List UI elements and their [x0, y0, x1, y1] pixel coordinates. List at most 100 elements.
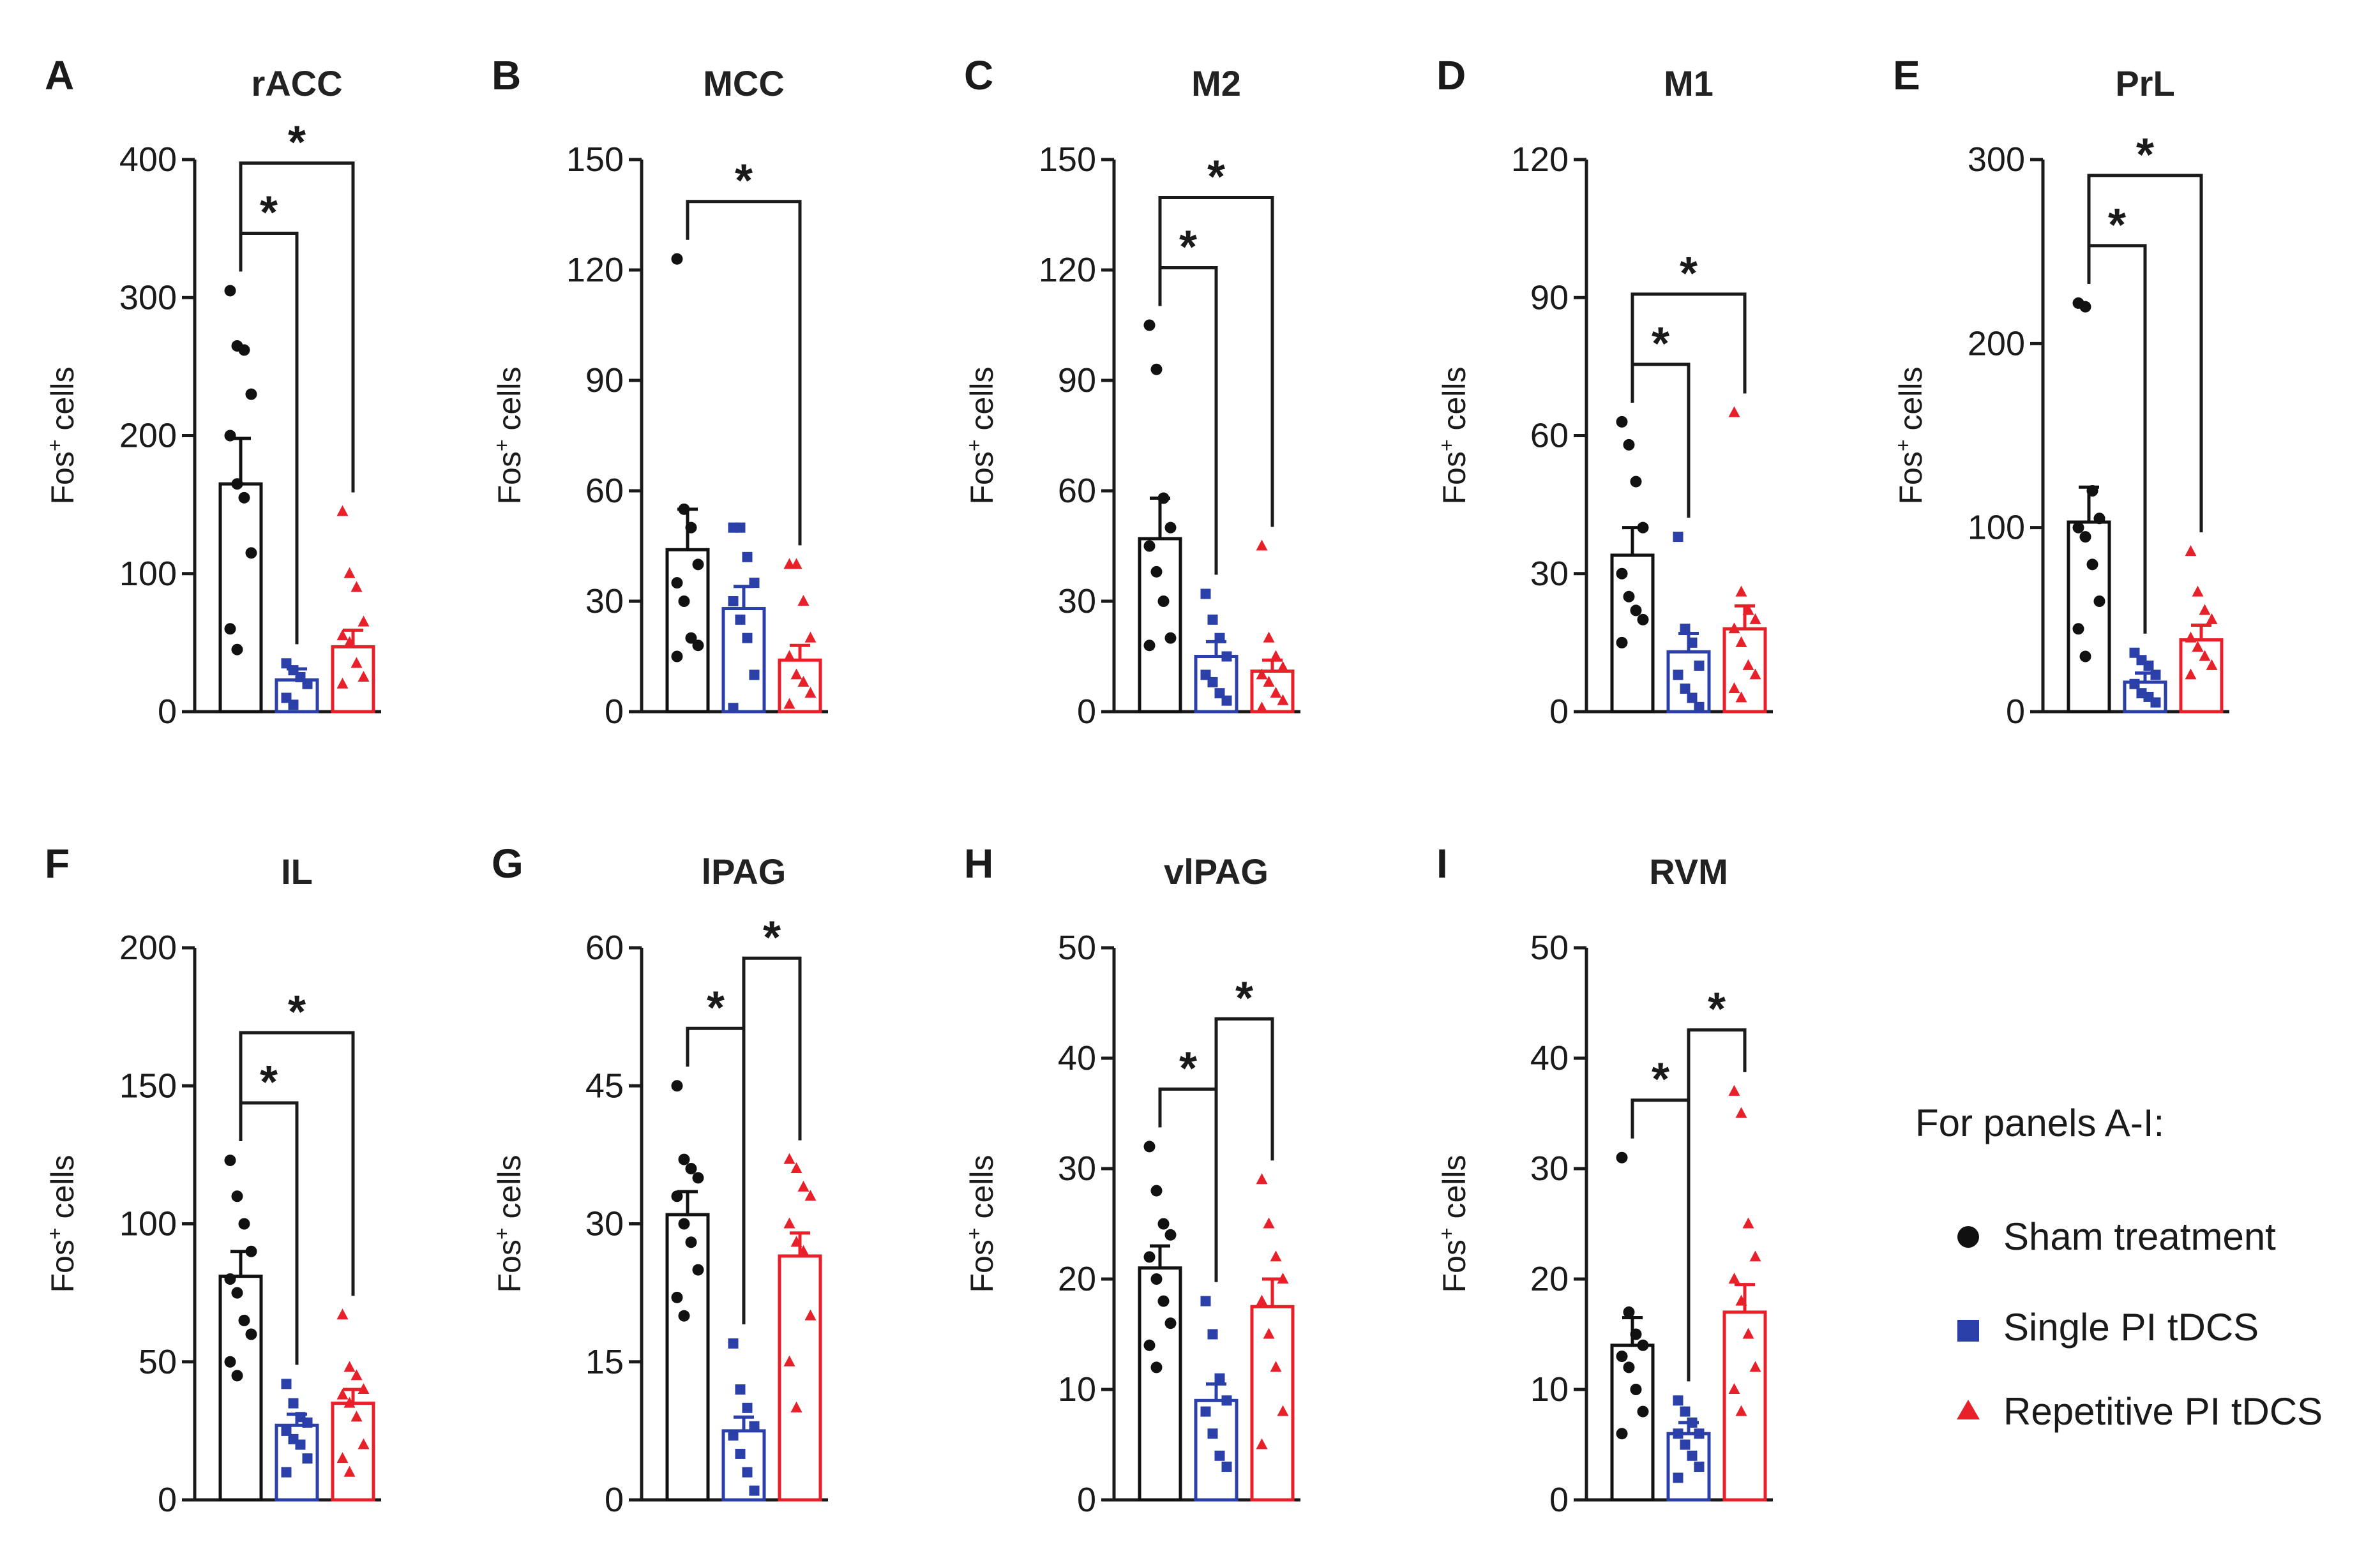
point-h-sham-treatment: [1164, 1229, 1177, 1241]
point-b-repetitive-pi-tdcs: [797, 595, 810, 606]
y-tick-label-b: 150: [566, 140, 624, 179]
significance-star-e: *: [2136, 130, 2154, 181]
point-e-sham-treatment: [2079, 650, 2091, 662]
point-b-sham-treatment: [671, 577, 683, 589]
panel-i: I RVM 0 10 20 30 40 50 Fos+ cells * *: [1435, 841, 1773, 1519]
y-axis-label-f: Fos+ cells: [43, 1155, 80, 1293]
point-f-sham-treatment: [238, 1314, 250, 1326]
point-f-repetitive-pi-tdcs: [350, 1411, 363, 1422]
point-f-repetitive-pi-tdcs: [358, 1438, 370, 1449]
y-tick-label-h: 50: [1058, 929, 1096, 967]
significance-bracket-d: [1631, 292, 1747, 403]
panel-letter-e: E: [1893, 52, 1920, 98]
point-a-repetitive-pi-tdcs: [343, 636, 356, 647]
point-g-repetitive-pi-tdcs: [790, 1236, 802, 1247]
significance-star-a: *: [260, 187, 278, 238]
point-g-repetitive-pi-tdcs: [783, 1217, 795, 1229]
point-d-single-pi-tdcs: [1694, 660, 1705, 671]
point-f-sham-treatment: [231, 1370, 243, 1382]
point-d-repetitive-pi-tdcs: [1735, 636, 1747, 647]
significance-bracket-i: [1631, 1098, 1691, 1382]
point-f-single-pi-tdcs: [302, 1453, 313, 1464]
bar-a-sham-treatment: [218, 482, 263, 714]
point-h-repetitive-pi-tdcs: [1256, 1438, 1268, 1449]
significance-bracket-e: [2087, 174, 2203, 533]
point-b-sham-treatment: [671, 253, 683, 265]
point-f-single-pi-tdcs: [288, 1398, 299, 1409]
point-e-repetitive-pi-tdcs: [2185, 668, 2197, 680]
y-tick-label-a: 400: [119, 140, 177, 179]
y-tick-label-f: 150: [119, 1067, 177, 1105]
point-h-repetitive-pi-tdcs: [1270, 1250, 1282, 1262]
significance-star-g: *: [763, 912, 781, 963]
point-a-sham-treatment: [238, 491, 250, 504]
point-e-repetitive-pi-tdcs: [2192, 641, 2204, 652]
point-d-sham-treatment: [1630, 604, 1642, 617]
y-tick-label-e: 300: [1968, 140, 2025, 179]
point-b-sham-treatment: [692, 558, 704, 571]
point-h-single-pi-tdcs: [1207, 1428, 1218, 1439]
significance-star-e: *: [2108, 200, 2126, 251]
panel-d: D M1 0 30 60 90 120 Fos+ cells **: [1435, 52, 1773, 731]
point-c-sham-treatment: [1150, 565, 1163, 578]
y-tick-label-h: 20: [1058, 1260, 1096, 1298]
point-a-sham-treatment: [245, 547, 257, 559]
y-tick-label-c: 90: [1058, 361, 1096, 400]
point-d-sham-treatment: [1623, 590, 1635, 603]
panel-title-h: vlPAG: [1164, 851, 1269, 892]
significance-star-i: *: [1652, 1054, 1669, 1105]
bar-g-sham-treatment: [665, 1213, 710, 1502]
point-b-single-pi-tdcs: [728, 596, 739, 606]
point-b-single-pi-tdcs: [742, 633, 753, 643]
point-e-repetitive-pi-tdcs: [2199, 604, 2211, 615]
point-c-repetitive-pi-tdcs: [1263, 675, 1275, 687]
y-tick-label-c: 120: [1039, 251, 1096, 289]
panel-letter-h: H: [964, 841, 993, 887]
point-h-repetitive-pi-tdcs: [1270, 1361, 1282, 1372]
legend-repetitive-marker: [1957, 1400, 1980, 1419]
point-b-repetitive-pi-tdcs: [804, 631, 817, 643]
point-e-sham-treatment: [2086, 485, 2098, 497]
point-a-repetitive-pi-tdcs: [350, 657, 363, 668]
point-i-repetitive-pi-tdcs: [1735, 1405, 1747, 1416]
legend-sham-marker: [1957, 1226, 1979, 1248]
point-c-repetitive-pi-tdcs: [1277, 661, 1289, 672]
point-b-single-pi-tdcs: [749, 578, 760, 588]
y-tick-label-d: 60: [1530, 417, 1569, 455]
point-d-sham-treatment: [1616, 567, 1628, 580]
y-axis-label-h: Fos+ cells: [963, 1155, 1000, 1293]
point-a-repetitive-pi-tdcs: [358, 615, 370, 627]
point-i-sham-treatment: [1616, 1428, 1628, 1440]
point-c-repetitive-pi-tdcs: [1256, 701, 1268, 713]
point-a-sham-treatment: [224, 285, 236, 297]
point-h-single-pi-tdcs: [1200, 1406, 1211, 1417]
point-f-sham-treatment: [224, 1155, 236, 1167]
point-d-single-pi-tdcs: [1694, 701, 1705, 712]
point-i-sham-treatment: [1637, 1405, 1649, 1418]
bar-g-repetitive-pi-tdcs: [778, 1254, 822, 1502]
point-h-sham-treatment: [1143, 1339, 1156, 1351]
point-c-sham-treatment: [1143, 319, 1156, 331]
point-f-repetitive-pi-tdcs: [336, 1388, 349, 1400]
point-e-sham-treatment: [2079, 301, 2091, 313]
point-h-single-pi-tdcs: [1214, 1373, 1225, 1384]
point-c-single-pi-tdcs: [1207, 614, 1218, 625]
bar-f-sham-treatment: [218, 1275, 263, 1502]
panel-title-b: MCC: [703, 63, 785, 103]
y-tick-label-h: 30: [1058, 1149, 1096, 1188]
y-tick-label-i: 40: [1530, 1039, 1569, 1077]
point-f-sham-treatment: [245, 1245, 257, 1257]
significance-star-f: *: [288, 987, 306, 1038]
point-g-sham-treatment: [692, 1264, 704, 1276]
panel-f: F IL 0 50 100 150 200 Fos+ cells **: [43, 841, 381, 1519]
y-tick-label-b: 60: [585, 472, 624, 510]
point-f-sham-treatment: [224, 1273, 236, 1285]
point-g-single-pi-tdcs: [742, 1467, 753, 1478]
y-tick-label-b: 0: [605, 692, 624, 731]
y-tick-label-g: 60: [585, 929, 624, 967]
legend-sham-label: Sham treatment: [2003, 1215, 2276, 1258]
point-i-single-pi-tdcs: [1694, 1428, 1705, 1439]
point-d-repetitive-pi-tdcs: [1749, 668, 1761, 680]
